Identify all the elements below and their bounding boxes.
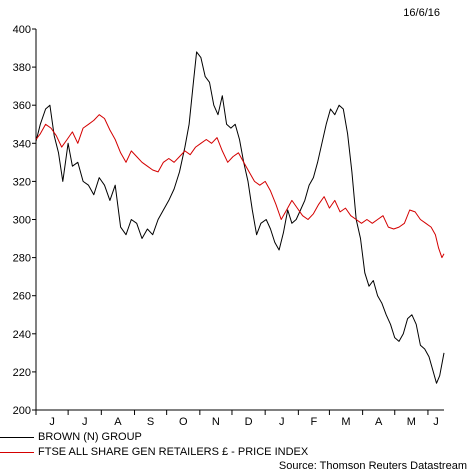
legend-item-ftse: FTSE ALL SHARE GEN RETAILERS £ - PRICE I… (0, 445, 308, 459)
legend-swatch-ftse (0, 451, 34, 453)
x-tick-label: D (245, 416, 253, 428)
legend-item-brown: BROWN (N) GROUP (0, 430, 142, 444)
x-tick-label: A (375, 416, 383, 428)
x-tick-label: F (311, 416, 318, 428)
x-tick-label: J (279, 416, 285, 428)
x-tick-label: S (147, 416, 154, 428)
x-tick-label: J (49, 416, 55, 428)
chart-source: Source: Thomson Reuters Datastream (278, 460, 467, 472)
legend-swatch-brown (0, 436, 34, 438)
x-tick-label: A (114, 416, 122, 428)
y-axis: 200 220 240 260 280 300 320 340 360 380 400 (13, 24, 37, 417)
y-tick-label: 340 (13, 138, 31, 150)
plot-area (35, 51, 445, 384)
y-tick-label: 400 (13, 24, 31, 36)
x-tick-label: J (433, 416, 439, 428)
x-tick-label: J (82, 416, 88, 428)
y-tick-label: 200 (13, 405, 31, 417)
y-tick-label: 280 (13, 253, 31, 265)
legend-label-brown: BROWN (N) GROUP (38, 431, 142, 443)
y-tick-label: 380 (13, 62, 31, 74)
y-tick-label: 360 (13, 100, 31, 112)
y-tick-label: 260 (13, 291, 31, 303)
chart-date-stamp: 16/6/16 (403, 7, 440, 19)
series-line-brown (35, 51, 445, 384)
legend-label-ftse: FTSE ALL SHARE GEN RETAILERS £ - PRICE I… (38, 446, 309, 458)
y-tick-label: 300 (13, 215, 31, 227)
y-tick-label: 320 (13, 176, 31, 188)
x-tick-label: N (212, 416, 220, 428)
x-tick-label: M (407, 416, 416, 428)
x-tick-label: M (341, 416, 350, 428)
y-tick-label: 220 (13, 367, 31, 379)
series-line-ftse (35, 114, 445, 259)
x-tick-label: O (179, 416, 188, 428)
y-tick-label: 240 (13, 329, 31, 341)
